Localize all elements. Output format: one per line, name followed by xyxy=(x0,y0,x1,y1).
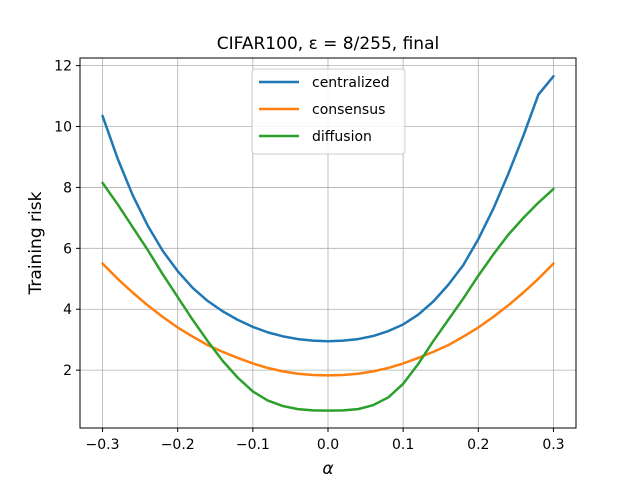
series-line-centralized xyxy=(101,75,555,343)
y-tick-label: 10 xyxy=(54,120,72,136)
y-axis-label: Training risk xyxy=(26,191,46,295)
y-tick-label: 2 xyxy=(63,363,72,379)
x-tick-label: −0.1 xyxy=(236,437,270,453)
legend-label-consensus: consensus xyxy=(312,102,385,118)
x-tick-label: −0.2 xyxy=(161,437,195,453)
x-tick-label: 0.2 xyxy=(467,437,489,453)
y-tick-label: 12 xyxy=(54,59,72,75)
chart-title: CIFAR100, ε = 8/255, final xyxy=(217,34,439,54)
ticks: −0.3 −0.2 −0.1 0.0 0.1 0.2 0.3 2 4 6 8 10 12 xyxy=(54,59,564,453)
x-tick-label: 0.1 xyxy=(392,437,414,453)
legend-label-diffusion: diffusion xyxy=(312,129,372,145)
x-tick-label: −0.3 xyxy=(86,437,120,453)
x-tick-label: 0.0 xyxy=(317,437,339,453)
series-group xyxy=(101,75,555,412)
y-tick-label: 8 xyxy=(63,180,72,196)
x-tick-label: 0.3 xyxy=(542,437,564,453)
y-tick-label: 6 xyxy=(63,241,72,257)
series-line-consensus xyxy=(101,262,555,377)
legend-label-centralized: centralized xyxy=(312,75,390,91)
series-line-diffusion xyxy=(101,181,555,412)
legend: centralized consensus diffusion xyxy=(251,68,406,155)
x-axis-label: α xyxy=(322,459,333,479)
legend-box xyxy=(251,68,406,155)
y-tick-label: 4 xyxy=(63,302,72,318)
